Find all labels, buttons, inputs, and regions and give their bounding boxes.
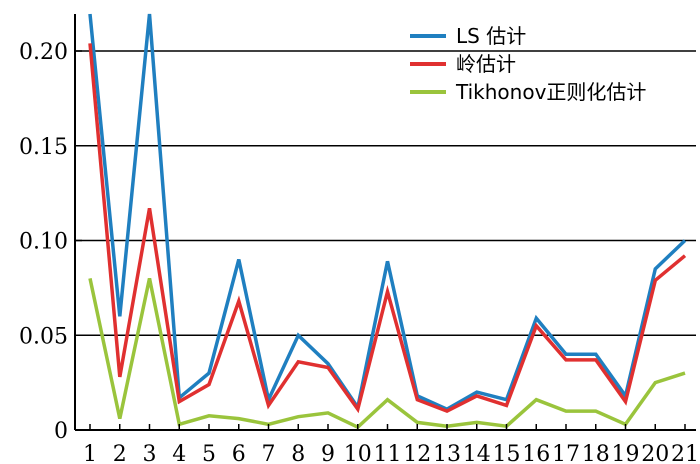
x-tick-label: 1 [83,442,97,464]
x-tick-label: 13 [433,442,461,464]
series-line-2 [88,278,686,430]
x-tick-label: 10 [344,442,372,464]
legend-label-0: LS 估计 [456,24,526,48]
x-tick-label: 12 [403,442,431,464]
y-tick-label: 0.20 [19,40,68,65]
x-tick-label: 2 [113,442,127,464]
x-tick-labels: 1 2 3 4 5 6 7 8 9 10 11 12 13 14 15 16 17 18 19 20 21 [83,424,699,464]
x-tick-label: 7 [262,442,276,464]
x-tick-label: 6 [232,442,246,464]
y-tick-labels: 0 0.05 0.10 0.15 0.20 [19,40,68,444]
series-line-1 [88,43,687,414]
x-tick-label: 16 [522,442,550,464]
x-tick-label: 19 [612,442,640,464]
series-lines [88,13,687,430]
x-tick-label: 21 [671,442,699,464]
legend-label-1: 岭估计 [456,52,516,76]
y-tick-label: 0 [54,419,68,444]
x-tick-label: 3 [143,442,157,464]
legend-label-2: Tikhonov正则化估计 [455,80,646,104]
x-tick-label: 11 [374,442,402,464]
y-tick-label: 0.05 [19,324,68,349]
x-tick-label: 18 [582,442,610,464]
y-tick-label: 0.15 [19,135,68,160]
gridlines [75,50,696,431]
x-tick-label: 15 [493,442,521,464]
series-line-0 [88,13,687,412]
y-tick-label: 0.10 [19,230,68,255]
x-tick-label: 20 [641,442,669,464]
x-tick-label: 4 [172,442,186,464]
x-tick-label: 9 [321,442,335,464]
x-tick-label: 17 [552,442,580,464]
x-tick-label: 14 [463,442,491,464]
x-tick-label: 8 [291,442,305,464]
x-tick-label: 5 [202,442,216,464]
